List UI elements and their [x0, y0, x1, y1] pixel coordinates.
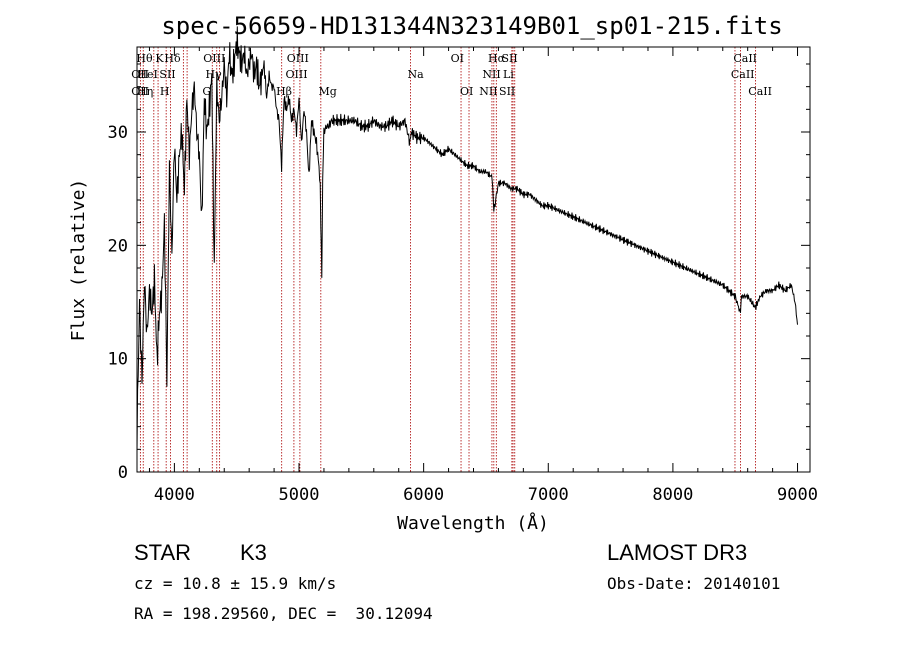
spectral-line-markers — [139, 47, 756, 472]
plot-frame — [136, 46, 811, 473]
spectral-line-label: K — [155, 52, 164, 65]
x-tick-label: 7000 — [528, 485, 569, 505]
axis-ticks: 4000 5000 6000 7000 8000 9000 0 10 20 30 — [108, 47, 818, 505]
y-tick-label: 20 — [108, 236, 128, 256]
spectral-line-label: Hβ — [276, 85, 292, 98]
spectral-line-label: CaII — [731, 68, 755, 81]
survey-name: LAMOST DR3 — [607, 540, 748, 565]
spectral-line-label: Hδ — [164, 52, 181, 65]
spectral-line-label: OI — [451, 52, 464, 65]
y-axis-label: Flux (relative) — [68, 179, 89, 342]
obs-date: Obs-Date: 20140101 — [607, 574, 781, 593]
spectral-line-label: Hα — [488, 52, 506, 65]
spectral-line-label: SII — [499, 85, 515, 98]
spectral-line-label: Hη — [137, 85, 153, 98]
spectral-line-label: G — [202, 85, 211, 98]
object-class: STAR — [134, 540, 192, 565]
chart-title: spec-56659-HD131344N323149B01_sp01-215.f… — [161, 12, 782, 40]
x-tick-label: 4000 — [154, 485, 195, 505]
spectral-line-label: Hθ — [136, 52, 153, 65]
y-tick-label: 10 — [108, 350, 128, 370]
spectral-line-label: OII — [131, 85, 149, 98]
x-axis-label: Wavelength (Å) — [397, 512, 549, 534]
spectral-line-label: CaII — [748, 85, 772, 98]
spectral-line-label: OII — [131, 68, 149, 81]
y-tick-label: 0 — [118, 463, 128, 483]
spectrum-line — [136, 26, 798, 453]
spectral-line-label: H — [160, 85, 170, 98]
x-tick-label: 9000 — [777, 485, 818, 505]
spectral-line-label: Mg — [319, 85, 337, 98]
spectral-line-label: OIII — [285, 68, 307, 81]
redshift-cz: cz = 10.8 ± 15.9 km/s — [134, 574, 337, 593]
spectral-line-label: HeI — [137, 68, 157, 81]
y-tick-label: 30 — [108, 123, 128, 143]
spectral-line-label: OIII — [287, 52, 309, 65]
spectral-line-label: NII — [482, 68, 500, 81]
spectral-line-label: OI — [460, 85, 473, 98]
x-tick-label: 6000 — [403, 485, 444, 505]
spectral-line-label: Li — [503, 68, 514, 81]
ra-dec: RA = 198.29560, DEC = 30.12094 — [134, 604, 433, 623]
spectral-line-label: SII — [159, 68, 175, 81]
x-tick-label: 5000 — [279, 485, 320, 505]
x-tick-label: 8000 — [652, 485, 693, 505]
spectral-line-label: CaII — [733, 52, 757, 65]
spectral-line-label: NII — [479, 85, 497, 98]
spectral-line-label: Hγ — [206, 68, 223, 81]
spectral-line-label: SII — [502, 52, 518, 65]
spectral-line-label: Na — [407, 68, 424, 81]
object-subclass: K3 — [240, 540, 267, 565]
spectral-line-label: OIII — [203, 52, 225, 65]
